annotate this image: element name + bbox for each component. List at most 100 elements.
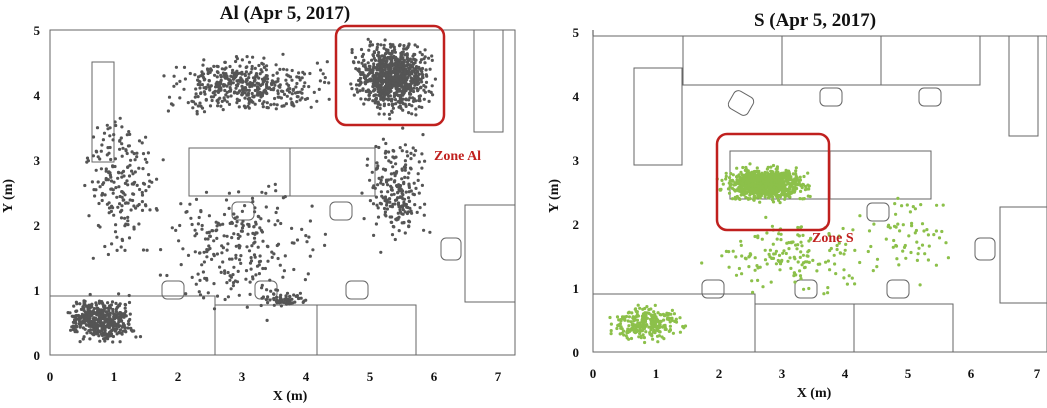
data-point	[233, 90, 237, 94]
data-point	[272, 86, 276, 90]
chair	[161, 280, 185, 300]
data-point	[303, 278, 307, 282]
data-point	[661, 312, 665, 316]
data-point	[799, 225, 803, 230]
data-point	[626, 319, 630, 323]
data-point	[412, 57, 416, 61]
data-point	[755, 190, 759, 194]
data-point	[417, 105, 421, 109]
data-point	[292, 267, 296, 272]
data-point	[123, 216, 127, 220]
data-point	[430, 58, 434, 63]
data-point	[402, 44, 406, 48]
data-point	[327, 97, 331, 101]
data-point	[390, 186, 394, 190]
data-point	[352, 93, 356, 97]
desk-bottom-mid	[754, 303, 855, 353]
data-point	[393, 179, 397, 183]
data-point	[398, 188, 402, 193]
data-point	[308, 219, 312, 223]
data-point	[212, 239, 216, 243]
data-point	[272, 303, 276, 307]
data-point	[198, 293, 203, 297]
data-point	[806, 183, 810, 187]
data-point	[362, 217, 366, 221]
chair	[701, 279, 725, 299]
data-point	[771, 200, 776, 204]
data-point	[828, 268, 832, 272]
data-point	[135, 151, 139, 155]
data-point	[276, 95, 280, 99]
data-point	[78, 315, 82, 319]
data-point	[378, 92, 382, 96]
data-point	[92, 188, 96, 192]
data-point	[229, 94, 233, 98]
data-point	[120, 325, 124, 329]
data-point	[750, 179, 754, 183]
data-point	[245, 93, 249, 97]
data-point	[391, 202, 395, 206]
data-point	[225, 248, 229, 252]
data-point	[406, 210, 411, 214]
chair	[918, 87, 942, 107]
data-point	[739, 239, 743, 243]
data-point	[99, 167, 103, 171]
data-point	[110, 242, 114, 246]
data-point	[391, 155, 395, 159]
data-point	[764, 215, 768, 219]
data-point	[89, 322, 93, 326]
data-point	[665, 311, 669, 315]
data-point	[407, 84, 411, 88]
data-point	[622, 333, 626, 337]
data-point	[366, 157, 370, 161]
data-point	[239, 229, 243, 233]
cabinet	[91, 61, 115, 163]
data-point	[73, 318, 77, 322]
data-point	[248, 292, 252, 296]
data-point	[350, 50, 354, 55]
data-point	[747, 265, 751, 269]
data-point	[667, 317, 671, 322]
data-point	[760, 171, 764, 175]
data-point	[237, 190, 241, 194]
data-point	[215, 75, 219, 79]
cabinet	[633, 67, 683, 166]
data-point	[208, 234, 212, 238]
data-point	[112, 133, 116, 137]
data-point	[114, 123, 118, 128]
data-point	[394, 82, 398, 86]
data-point	[211, 91, 215, 95]
data-point	[804, 184, 808, 189]
data-point	[837, 241, 841, 245]
data-point	[199, 91, 203, 95]
data-point	[774, 249, 778, 253]
data-point	[154, 207, 158, 211]
data-point	[200, 70, 204, 74]
data-point	[815, 269, 819, 273]
data-point	[894, 225, 898, 229]
data-point	[398, 43, 402, 47]
data-point	[389, 172, 393, 176]
data-point	[117, 331, 122, 335]
data-point	[399, 98, 403, 102]
data-point	[85, 156, 90, 160]
data-point	[94, 303, 98, 307]
data-point	[762, 175, 766, 179]
data-point	[398, 58, 402, 62]
data-point	[272, 252, 276, 256]
data-point	[239, 254, 243, 258]
data-point	[351, 60, 356, 64]
data-point	[231, 81, 235, 85]
data-point	[323, 80, 327, 84]
data-point	[264, 205, 268, 209]
data-point	[387, 88, 391, 92]
data-point	[768, 191, 772, 195]
chart-s: S (Apr 5, 2017) Y (m) X (m) Zone S 0 1 2…	[547, 10, 1047, 401]
data-point	[374, 144, 378, 149]
data-point	[94, 322, 98, 326]
data-point	[284, 302, 289, 306]
data-point	[252, 79, 256, 83]
data-point	[884, 237, 888, 241]
data-point	[219, 270, 223, 274]
data-point	[215, 252, 219, 256]
